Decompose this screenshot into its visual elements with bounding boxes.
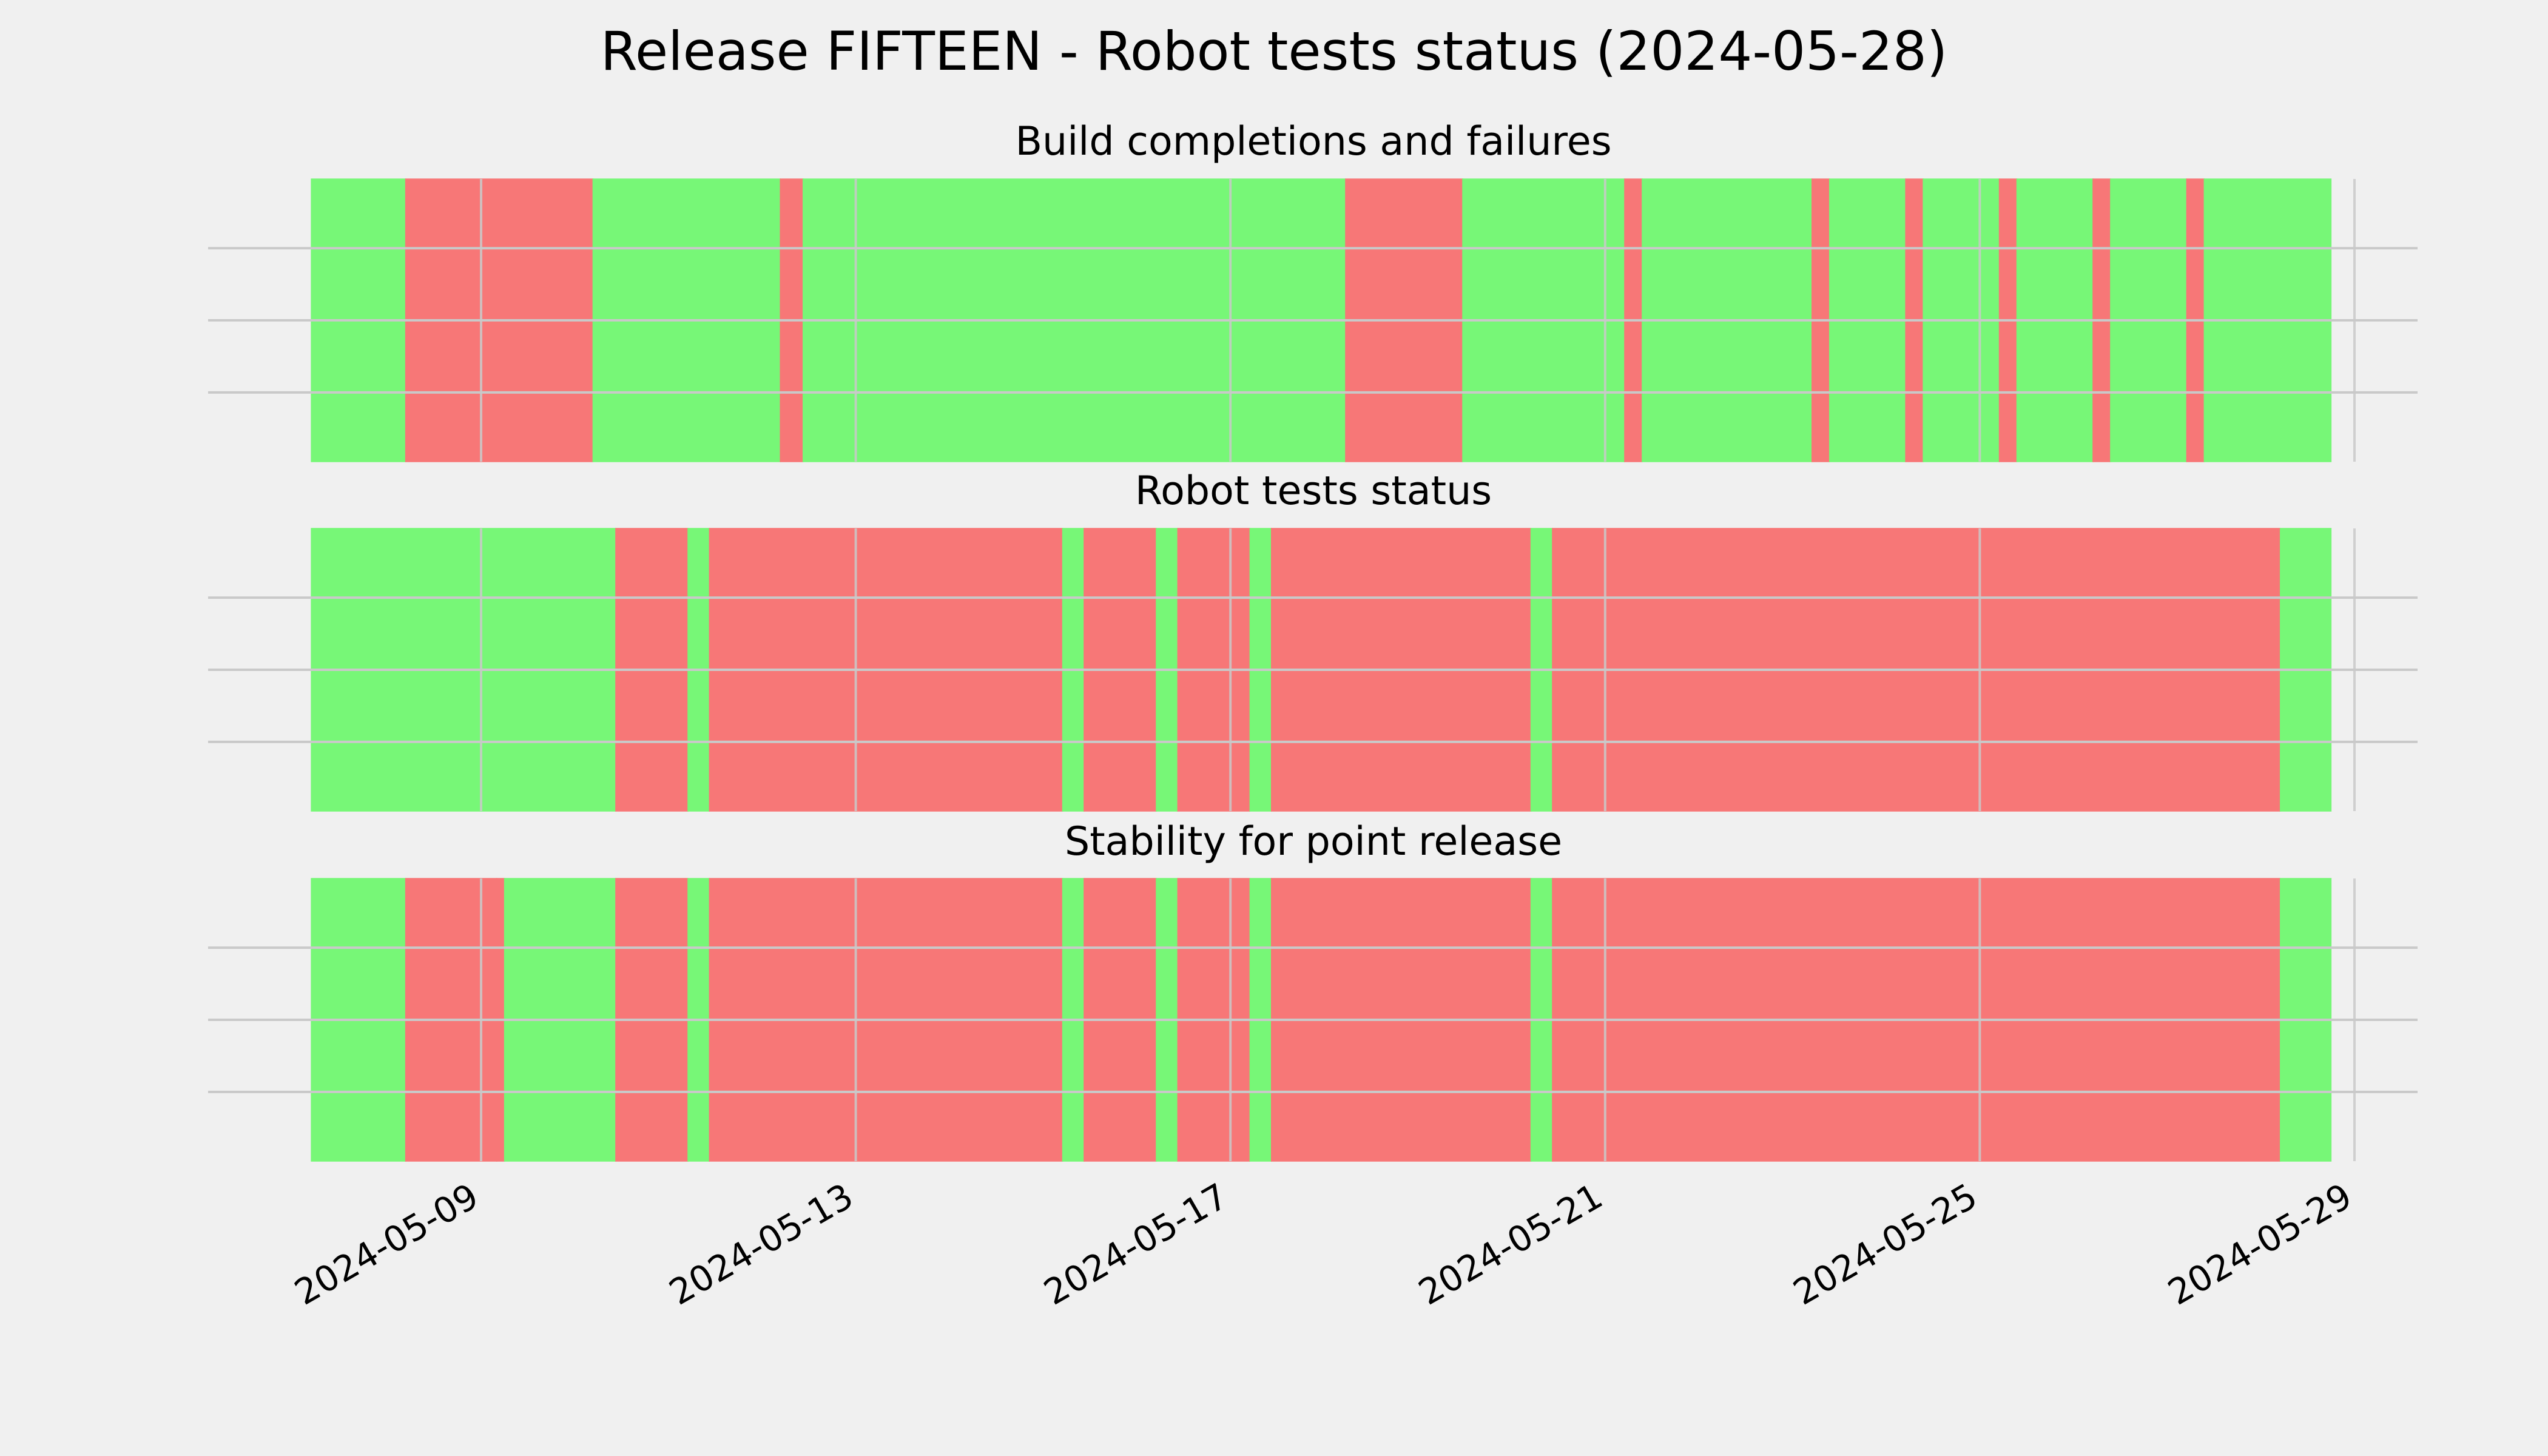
panel-title: Stability for point release <box>1065 819 1562 864</box>
panel-title: Robot tests status <box>1135 468 1492 514</box>
panel-2: Robot tests status <box>208 468 2418 812</box>
panel-title: Build completions and failures <box>1015 119 1611 164</box>
panel-1: Build completions and failures <box>208 119 2418 462</box>
panel-3: Stability for point release <box>208 819 2418 1162</box>
panels: Build completions and failures Robot test… <box>208 119 2418 1162</box>
chart-title: Release FIFTEEN - Robot tests status (20… <box>601 20 1947 83</box>
